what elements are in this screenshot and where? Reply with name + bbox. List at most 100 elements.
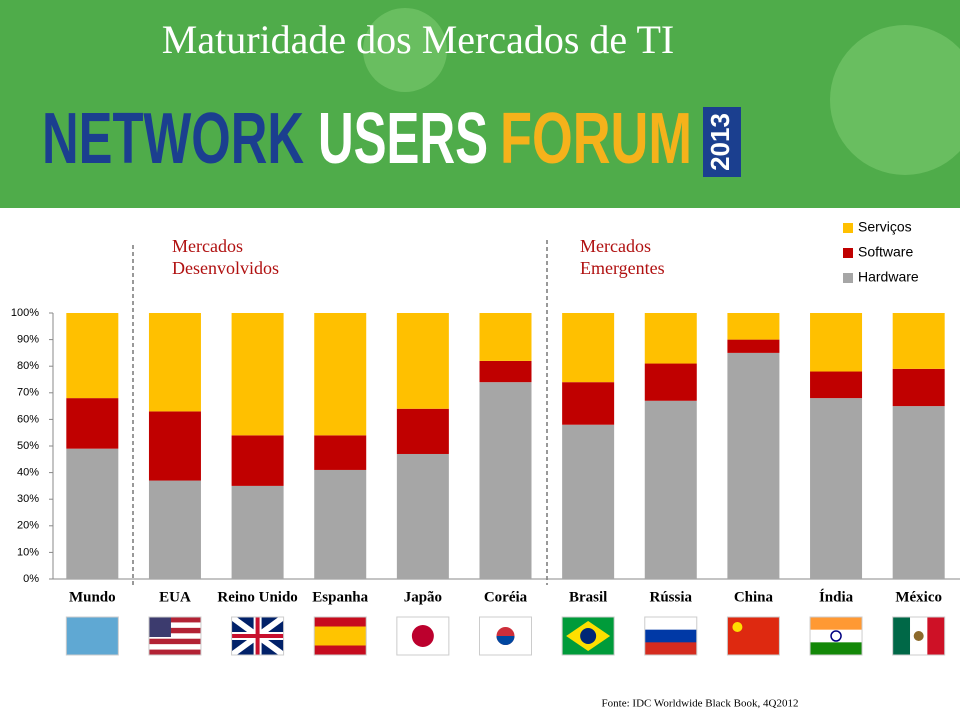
bar-segment — [810, 371, 863, 399]
flag-stripe — [148, 638, 201, 645]
legend-label: Software — [858, 244, 913, 260]
y-tick-label: 30% — [17, 493, 39, 505]
bar-segment — [66, 398, 119, 449]
flag-border — [726, 616, 780, 656]
group-label: Desenvolvidos — [172, 258, 279, 278]
flag-border — [65, 616, 119, 656]
flag-star — [732, 622, 743, 632]
flag-border — [644, 616, 698, 656]
y-tick-label: 20% — [17, 520, 39, 532]
flag-border — [313, 616, 367, 656]
x-tick-label: Mundo — [69, 589, 116, 605]
slide-title: Maturidade dos Mercados de TI — [162, 17, 674, 62]
bar-segment — [314, 313, 367, 436]
y-tick-label: 50% — [17, 440, 39, 452]
y-tick-label: 90% — [17, 334, 39, 346]
bar-segment — [644, 363, 697, 401]
y-tick-label: 70% — [17, 387, 39, 399]
bar-segment — [396, 313, 449, 409]
legend-swatch — [843, 248, 853, 258]
y-tick-label: 100% — [11, 307, 39, 319]
logo-network: NETWORK — [42, 99, 304, 179]
flag-taegeuk — [496, 636, 515, 645]
legend-label: Hardware — [858, 269, 919, 285]
flag-border — [148, 616, 202, 656]
x-tick-label: Espanha — [312, 589, 368, 605]
deco-globe — [830, 25, 960, 175]
legend-swatch — [843, 223, 853, 233]
group-label: Mercados — [172, 236, 243, 256]
bar-segment — [314, 469, 367, 579]
logo-year: 2013 — [705, 113, 735, 171]
y-tick-label: 60% — [17, 413, 39, 425]
bar-segment — [892, 368, 945, 407]
bar-segment — [727, 339, 780, 353]
flag-canton — [148, 617, 171, 637]
deco-globe — [363, 8, 447, 92]
bar-segment — [148, 313, 201, 412]
group-label: Emergentes — [580, 258, 665, 278]
flag-stripe — [644, 629, 697, 643]
flag-stripe — [644, 642, 697, 656]
x-tick-label: México — [895, 589, 942, 605]
flag-stripe — [314, 645, 367, 656]
flag-stripe — [810, 629, 863, 643]
flag-sun — [411, 625, 434, 647]
x-tick-label: Reino Unido — [217, 589, 297, 605]
bar-segment — [148, 480, 201, 579]
flag-stripe — [148, 627, 201, 634]
flag-stripe — [927, 617, 945, 655]
bar-segment — [479, 382, 532, 579]
flag-border — [892, 616, 946, 656]
logo-users: USERS — [318, 99, 488, 179]
source: Fonte: IDC Worldwide Black Book, 4Q2012 — [602, 698, 799, 710]
flag-wheel — [830, 630, 842, 642]
bar-segment — [810, 398, 863, 579]
flag-stripe — [148, 617, 201, 623]
flag-stripe — [148, 622, 201, 629]
bar-segment — [644, 400, 697, 579]
bar-segment — [479, 313, 532, 361]
x-tick-label: Índia — [819, 588, 854, 605]
flag-stripe — [810, 642, 863, 656]
bar-segment — [231, 435, 284, 486]
bar-segment — [231, 313, 284, 436]
flag-cross — [231, 617, 284, 655]
x-tick-label: China — [734, 589, 774, 605]
flag-stripe — [892, 617, 911, 655]
bar-segment — [231, 485, 284, 579]
flag-border — [479, 616, 532, 656]
flag-stripe — [148, 649, 201, 656]
y-tick-label: 10% — [17, 546, 39, 558]
y-tick-label: 0% — [23, 573, 39, 585]
bar-segment — [644, 313, 697, 364]
bar-segment — [727, 313, 780, 340]
y-tick-label: 40% — [17, 467, 39, 479]
header-banner — [0, 0, 960, 208]
flag-border — [809, 616, 863, 656]
group-label: Mercados — [580, 236, 651, 256]
logo-forum: FORUM — [500, 99, 692, 179]
bar-segment — [396, 453, 449, 579]
flag-stripe — [148, 633, 201, 640]
bar-segment — [66, 448, 119, 579]
flag-stripe — [810, 617, 863, 631]
x-tick-label: EUA — [159, 589, 191, 605]
legend-label: Serviços — [858, 219, 912, 235]
x-tick-label: Coréia — [484, 589, 528, 605]
bar-segment — [810, 313, 863, 372]
bar-segment — [562, 382, 615, 425]
flag-stripe — [148, 644, 201, 651]
flag-globe — [580, 628, 597, 644]
flag-stripe — [66, 617, 119, 656]
flag-stripe — [314, 636, 367, 646]
flag-stripe — [314, 626, 367, 637]
bar-segment — [562, 424, 615, 579]
flag-stripe — [314, 617, 367, 627]
flag-border — [561, 616, 615, 656]
bar-segment — [479, 360, 532, 383]
bar-segment — [148, 411, 201, 481]
flag-stripe — [644, 617, 697, 631]
x-tick-label: Japão — [404, 589, 442, 605]
